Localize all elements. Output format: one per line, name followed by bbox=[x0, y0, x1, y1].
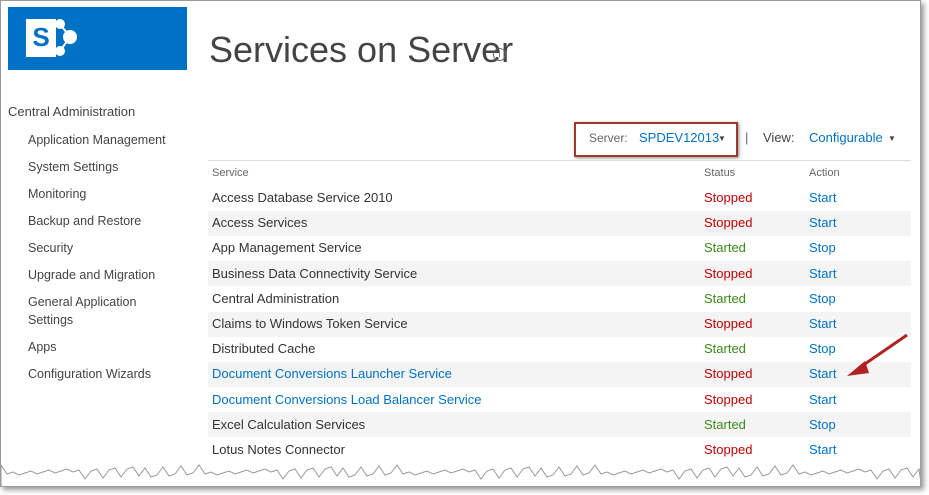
service-name[interactable]: Document Conversions Launcher Service bbox=[212, 366, 452, 382]
action-link[interactable]: Start bbox=[809, 442, 837, 457]
torn-edge bbox=[1, 464, 920, 486]
action-link[interactable]: Start bbox=[809, 316, 837, 331]
action-link[interactable]: Start bbox=[809, 391, 837, 407]
status: Stopped bbox=[704, 442, 753, 457]
service-name: Lotus Notes Connector bbox=[212, 442, 345, 457]
action-link[interactable]: Start bbox=[809, 366, 837, 382]
nav-list: Application Management System Settings Mon… bbox=[28, 131, 170, 392]
caret[interactable]: ▼ bbox=[888, 134, 896, 143]
action-link[interactable]: Start bbox=[809, 265, 837, 281]
status: Stopped bbox=[704, 265, 753, 281]
status: Stopped bbox=[704, 391, 753, 407]
nav-item[interactable]: General Application Settings bbox=[28, 295, 137, 327]
nav-item[interactable]: Security bbox=[28, 241, 74, 255]
nav-item[interactable]: Upgrade and Migration bbox=[28, 268, 156, 282]
divider bbox=[208, 160, 911, 161]
status: Stopped bbox=[704, 215, 753, 231]
server-label: Server: bbox=[589, 131, 628, 145]
separator: | bbox=[745, 130, 749, 145]
caret[interactable]: ▼ bbox=[718, 134, 726, 143]
service-name: Distributed Cache bbox=[212, 341, 316, 357]
service-name: Claims to Windows Token Service bbox=[212, 316, 408, 331]
service-name: App Management Service bbox=[212, 240, 362, 256]
action-link[interactable]: Start bbox=[809, 190, 837, 205]
status: Stopped bbox=[704, 190, 753, 205]
nav-heading[interactable]: Central Administration bbox=[8, 104, 136, 119]
status: Stopped bbox=[704, 316, 753, 331]
nav-item[interactable]: Apps bbox=[28, 340, 57, 354]
status: Started bbox=[704, 290, 746, 306]
row-background bbox=[208, 311, 911, 337]
status: Stopped bbox=[704, 366, 753, 382]
logo-letter: S bbox=[32, 22, 49, 52]
status: Started bbox=[704, 341, 746, 357]
info-icon[interactable]: i bbox=[493, 48, 506, 61]
view-label: View: bbox=[763, 130, 795, 145]
screenshot: S Services on Server i Central Administr… bbox=[0, 0, 921, 487]
action-link[interactable]: Start bbox=[809, 215, 837, 231]
row-background bbox=[208, 261, 911, 287]
annotation-arrow bbox=[847, 333, 908, 376]
column-header: Status bbox=[704, 167, 736, 179]
column-header: Action bbox=[809, 167, 840, 179]
server-value[interactable]: SPDEV12013 bbox=[639, 130, 720, 145]
nav-item[interactable]: System Settings bbox=[28, 160, 119, 174]
action-link[interactable]: Stop bbox=[809, 290, 836, 306]
service-name: Central Administration bbox=[212, 290, 340, 306]
service-name: Access Database Service 2010 bbox=[212, 190, 393, 205]
action-link[interactable]: Stop bbox=[809, 240, 836, 256]
nav-item[interactable]: Monitoring bbox=[28, 187, 87, 201]
action-link[interactable]: Stop bbox=[809, 416, 836, 432]
service-name: Excel Calculation Services bbox=[212, 416, 366, 432]
action-link[interactable]: Stop bbox=[809, 341, 836, 357]
row-background bbox=[208, 361, 911, 387]
status: Started bbox=[704, 240, 746, 256]
row-background bbox=[208, 210, 911, 236]
row-background bbox=[208, 412, 911, 438]
service-name: Access Services bbox=[212, 215, 308, 231]
highlight-box bbox=[574, 122, 738, 157]
page-title: Services on Server bbox=[209, 29, 514, 70]
nav-item[interactable]: Backup and Restore bbox=[28, 214, 142, 228]
nav-item[interactable]: Configuration Wizards bbox=[28, 367, 151, 381]
logo-icon: S bbox=[26, 19, 77, 57]
logo[interactable]: S bbox=[8, 7, 187, 70]
view-value[interactable]: Configurable bbox=[809, 130, 883, 145]
service-name: Business Data Connectivity Service bbox=[212, 265, 418, 281]
status: Started bbox=[704, 416, 746, 432]
service-name[interactable]: Document Conversions Load Balancer Servi… bbox=[212, 391, 482, 407]
column-header: Service bbox=[212, 167, 249, 179]
nav-item[interactable]: Application Management bbox=[28, 133, 166, 147]
